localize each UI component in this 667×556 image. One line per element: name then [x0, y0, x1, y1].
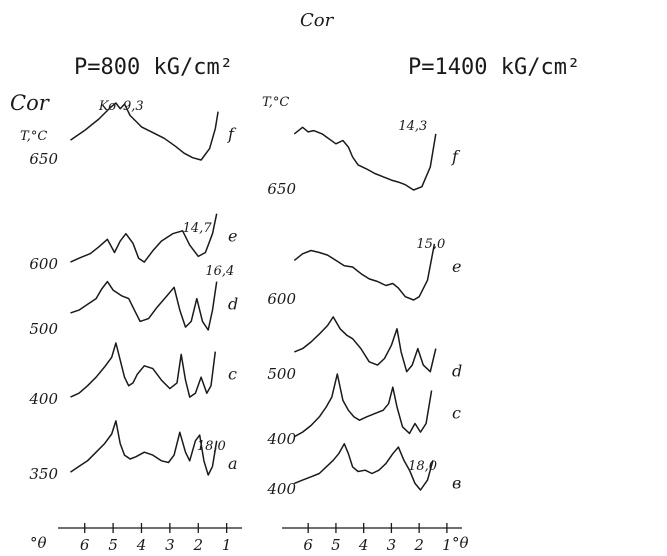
peak-label: Ko: [98, 99, 116, 114]
left-x-axis-unit: °θ: [30, 534, 47, 552]
series-label-f: f: [227, 125, 237, 144]
series-f-trace: [293, 126, 437, 191]
right-panel-traces: 650 f 600 e 500 d 400 c 400 в 14,3 15,0 18,0: [266, 119, 462, 498]
x-tick-label: 2: [192, 536, 203, 554]
figure-header-label: Cor: [300, 10, 335, 31]
series-d-trace: [70, 280, 218, 331]
x-tick-label: 4: [358, 536, 369, 554]
x-tick-label: 2: [413, 536, 424, 554]
temperature-label-c: 400: [266, 430, 296, 448]
series-label-c: c: [228, 365, 237, 384]
series-d-trace: [294, 316, 437, 373]
right-temperature-axis-label: T,°C: [262, 95, 289, 110]
temperature-label-a: 350: [29, 465, 58, 483]
series-label-c: c: [452, 404, 461, 423]
series-label-в: в: [452, 473, 461, 492]
right-x-axis-unit: °θ: [452, 534, 469, 552]
series-label-e: e: [228, 227, 237, 246]
right-panel-title: P=1400 kG/cm²: [408, 55, 580, 80]
series-e-trace: [293, 243, 436, 301]
series-f-trace: [70, 102, 219, 161]
x-tick-label: 1: [442, 536, 452, 554]
temperature-label-e: 600: [29, 255, 58, 273]
peak-label: 14,3: [398, 119, 427, 134]
x-tick-label: 6: [80, 536, 90, 554]
series-c-trace: [70, 342, 217, 398]
temperature-label-c: 400: [28, 390, 58, 408]
x-tick-label: 4: [136, 536, 147, 554]
series-в-trace: [294, 443, 434, 491]
series-label-f: f: [451, 147, 461, 166]
temperature-label-f: 650: [29, 150, 58, 168]
x-tick-label: 1: [222, 536, 232, 554]
peak-label: 18,0: [408, 459, 437, 474]
left-panel-traces: 650 f 600 e 500 d 400 c 350 a Ko 9,3 14,7 16,4 18,0: [28, 99, 238, 483]
series-label-d: d: [452, 362, 462, 381]
x-tick-label: 3: [165, 536, 175, 554]
series-label-a: a: [228, 454, 238, 473]
peak-label: 14,7: [183, 221, 213, 236]
series-a-trace: [70, 420, 218, 476]
peak-label: 15,0: [416, 237, 445, 252]
series-label-e: e: [452, 257, 461, 276]
x-tick-label: 5: [331, 536, 341, 554]
temperature-label-d: 500: [267, 365, 296, 383]
peak-label: 18,0: [197, 439, 226, 454]
left-corner-label: Cor: [10, 91, 51, 115]
temperature-label-d: 500: [29, 320, 58, 338]
series-label-d: d: [228, 295, 238, 314]
series-c-trace: [293, 373, 433, 438]
x-tick-label: 6: [303, 536, 313, 554]
temperature-label-e: 600: [267, 290, 296, 308]
left-temperature-axis-label: T,°C: [20, 129, 47, 144]
temperature-label-в: 400: [266, 480, 296, 498]
peak-label: 16,4: [205, 264, 234, 279]
x-tick-label: 5: [108, 536, 118, 554]
left-panel-title: P=800 kG/cm²: [74, 55, 233, 80]
x-tick-label: 3: [387, 536, 397, 554]
peak-label: 9,3: [123, 99, 144, 114]
temperature-label-f: 650: [267, 180, 296, 198]
series-e-trace: [70, 213, 218, 263]
